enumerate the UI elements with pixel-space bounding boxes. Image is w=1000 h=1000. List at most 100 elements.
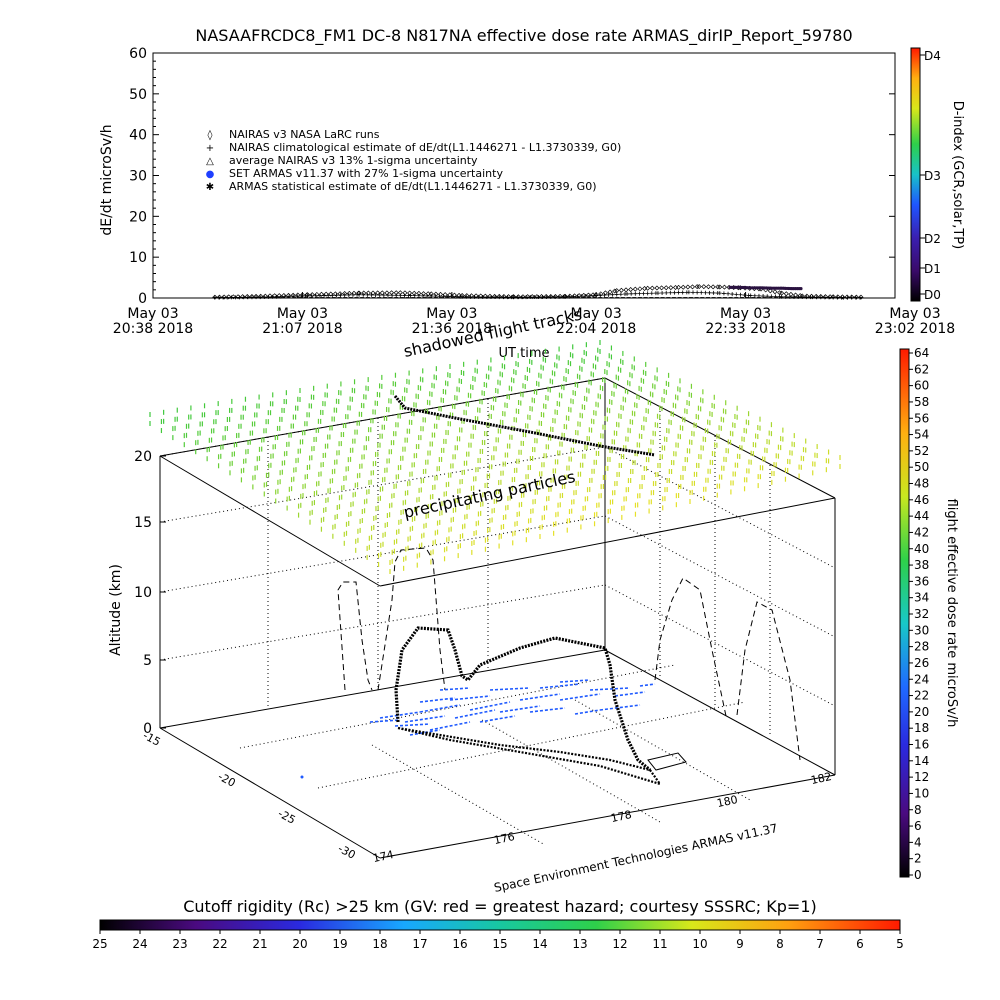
armas-stat-marker [637,291,642,296]
naira-diamond [332,291,338,297]
dose-rate-tick-label: 32 [914,607,929,621]
top-y-tick-label: 30 [129,169,147,185]
armas-stat-marker [394,293,399,298]
cutoff-rigidity-tick-label: 20 [292,937,307,951]
naira-diamond [464,293,470,299]
d-index-tick-label: D2 [924,232,941,246]
dose-rate-tick-label: 4 [914,835,922,849]
naira-diamond [822,294,828,300]
armas-stat-marker [330,293,335,298]
dose-rate-colorbar-label: flight effective dose rate microSv/h [944,499,959,728]
armas-stat-marker [416,293,421,298]
armas-stat-marker [717,291,722,296]
naira-diamond [607,289,613,295]
armas-stat-marker [437,294,442,299]
armas-stat-marker [703,290,708,295]
legend-label: NAIRAS v3 NASA LaRC runs [229,128,380,141]
dose-rate-tick-label: 2 [914,852,922,866]
armas-stat-marker [441,294,446,299]
armas-stat-marker [357,292,362,297]
naira-diamond [844,294,850,300]
naira-diamond [456,292,462,298]
armas-stat-marker [493,295,498,300]
legend-label: average NAIRAS v3 13% 1-sigma uncertaint… [229,154,478,167]
top-x-tick-date: May 03 [720,306,771,322]
armas-stat-marker [818,295,823,300]
altitude-axis-ticks: 0 5 10 15 20 [134,449,166,737]
naira-diamond [772,289,778,295]
dose-rate-tick-label: 54 [914,428,929,442]
cutoff-rigidity-tick-label: 16 [452,937,467,951]
armas-stat-marker [583,293,588,298]
top-y-tick-label: 40 [129,128,147,144]
naira-diamond [649,285,655,291]
top-x-tick-time: 20:38 2018 [113,321,193,337]
naira-diamond [421,291,427,297]
naira-diamond [659,285,665,291]
flight-ground-track [397,726,663,786]
armas-stat-marker [326,293,331,298]
armas-stat-marker [402,293,407,298]
blue-contour-segment [449,695,491,701]
naira-diamond [705,284,711,290]
top-legend: ◊ NAIRAS v3 NASA LaRC runs + NAIRAS climato… [206,128,622,193]
armas-stat-marker [377,293,382,298]
top-x-tick-date: May 03 [426,306,477,322]
top-y-tick-label: 60 [129,46,147,62]
cutoff-rigidity-tick-label: 8 [776,937,784,951]
dose-rate-tick-label: 20 [914,705,929,719]
armas-stat-marker [752,293,757,298]
armas-stat-marker [676,290,681,295]
naira-diamond [451,292,457,298]
dose-rate-tick-label: 36 [914,574,929,588]
naira-diamond [701,284,707,290]
cutoff-rigidity-tick-label: 24 [132,937,147,951]
naira-diamond [389,290,395,296]
armas-stat-marker [769,294,774,299]
altitude-tick-label: 10 [134,585,152,601]
top-y-axis-label: dE/dt microSv/h [99,124,115,235]
d-index-tick-label: D4 [924,49,941,63]
flight-tracks [393,395,663,786]
naira-diamond [501,294,507,300]
top-x-tick-date: May 03 [127,306,178,322]
naira-diamond [402,290,408,296]
cutoff-rigidity-tick-label: 22 [212,937,227,951]
armas-stat-marker [664,290,669,295]
naira-diamond [710,284,716,290]
blue-contour-segment [379,711,421,719]
cutoff-rigidity-colorbar: Cutoff rigidity (Rc) >25 km (GV: red = g… [92,897,903,951]
armas-stat-marker [857,295,862,300]
armas-stat-marker [233,295,238,300]
dose-rate-tick-label: 24 [914,672,929,686]
armas-stat-marker [511,295,516,300]
dose-rate-tick-label: 12 [914,770,929,784]
set-armas-dot [799,287,803,291]
armas-stat-marker [575,294,580,299]
armas-stat-marker [453,294,458,299]
dose-rate-tick-label: 6 [914,819,922,833]
armas-stat-marker [299,294,304,299]
armas-stat-marker [641,291,646,296]
armas-stat-marker [567,294,572,299]
top-x-tick-time: 21:07 2018 [262,321,342,337]
armas-stat-marker [660,290,665,295]
naira-diamond [216,294,222,300]
armas-stat-marker [633,291,638,296]
naira-diamond [309,292,315,298]
naira-diamond [804,293,810,299]
altitude-tick-label: 5 [143,653,152,669]
armas-stat-marker [449,294,454,299]
armas-stat-marker [765,294,770,299]
blue-contour-segment [574,709,601,715]
dose-rate-tick-label: 10 [914,786,929,800]
armas-stat-marker [748,293,753,298]
armas-stat-marker [497,295,502,300]
naira-diamond [529,294,535,300]
blue-contour-segment [499,705,541,713]
blue-contour-segment [559,679,591,683]
3d-frame [159,377,836,859]
armas-stat-marker [408,293,413,298]
